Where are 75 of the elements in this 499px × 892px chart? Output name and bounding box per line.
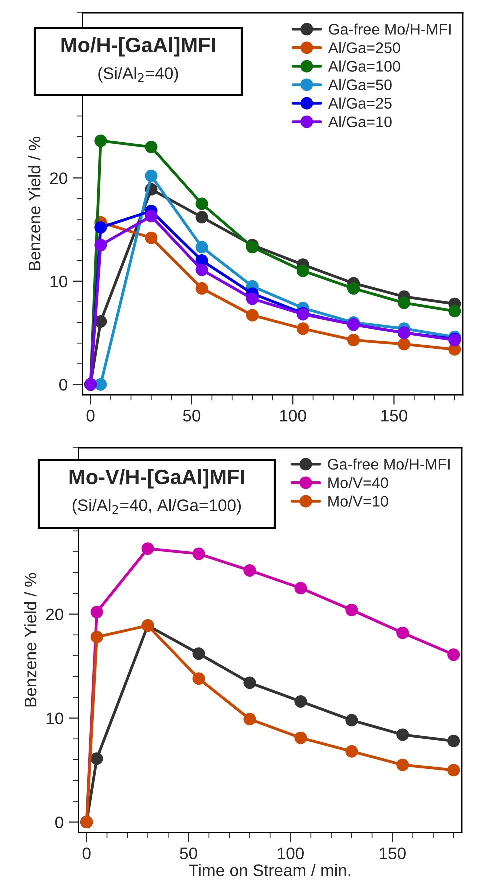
point [246,292,259,306]
point [346,604,358,616]
point [448,305,462,318]
point [244,564,256,577]
legend-label: Mo/V=10 [328,496,388,507]
legend-label: Al/Ga=10 [328,116,392,128]
point [244,676,256,690]
point [294,732,308,744]
point [145,170,158,182]
x-axis-title: Time on Stream / min. [189,864,350,876]
x-tick-label: 100 [280,410,306,422]
point [398,296,411,310]
point [348,334,360,347]
legend-label: Al/Ga=250 [328,42,400,54]
point [94,315,108,328]
point [448,648,460,662]
y-tick-label: 20 [46,608,64,621]
point [192,548,206,560]
point [244,713,256,726]
point [90,606,104,619]
point [346,714,358,727]
point [246,309,259,322]
x-tick-label: 100 [278,848,304,860]
point [192,672,206,686]
y-tick-label: 10 [46,712,64,725]
point [448,764,460,777]
text: (Si/Al$_{2}$=40, Al/Ga=100) [72,499,242,515]
point [192,648,206,660]
legend-label: Ga-free Mo/H-MFI [329,24,451,35]
point [94,378,108,391]
point [448,734,460,748]
point [145,210,158,223]
legend-label: Al/Ga=100 [328,60,400,72]
text: Mo/H-[GaAl]MFI [62,37,216,57]
y-tick-label: 0 [56,816,64,829]
point [296,322,310,336]
legend-label: Ga-free Mo/H-MFI [328,458,450,470]
point [348,282,360,295]
point [196,241,208,254]
point [94,239,108,252]
point [90,630,104,644]
point [296,264,310,278]
point [145,140,158,154]
legend-label: Al/Ga=25 [328,98,392,109]
point [94,221,108,234]
point [142,542,154,556]
point [294,695,308,708]
point [294,582,308,595]
point [196,198,208,210]
y-axis-title: Benzene Yield / % [28,136,41,270]
point [94,134,108,148]
y-tick-label: 10 [50,276,68,288]
point [396,728,410,742]
x-tick-label: 50 [183,410,201,422]
x-tick-label: 150 [382,410,408,422]
x-tick-label: 0 [86,410,95,422]
point [145,232,158,244]
y-axis-title: Benzene Yield / % [24,573,37,707]
legend-label: Mo/V=40 [328,477,388,488]
x-tick-label: 50 [180,848,198,860]
legend-label: Al/Ga=50 [328,79,392,90]
text: Mo-V/H-[GaAl]MFI [70,469,244,489]
point [90,752,104,766]
text: (Si/Al$_{2}$=40) [98,67,178,83]
point [398,338,411,351]
point [196,211,208,224]
y-tick-label: 20 [50,172,68,184]
point [396,758,410,772]
x-tick-label: 150 [380,848,406,860]
point [396,626,410,640]
point [346,745,358,758]
x-tick-label: 0 [82,848,91,860]
point [196,264,208,276]
point [196,282,208,295]
y-tick-label: 0 [60,379,68,391]
